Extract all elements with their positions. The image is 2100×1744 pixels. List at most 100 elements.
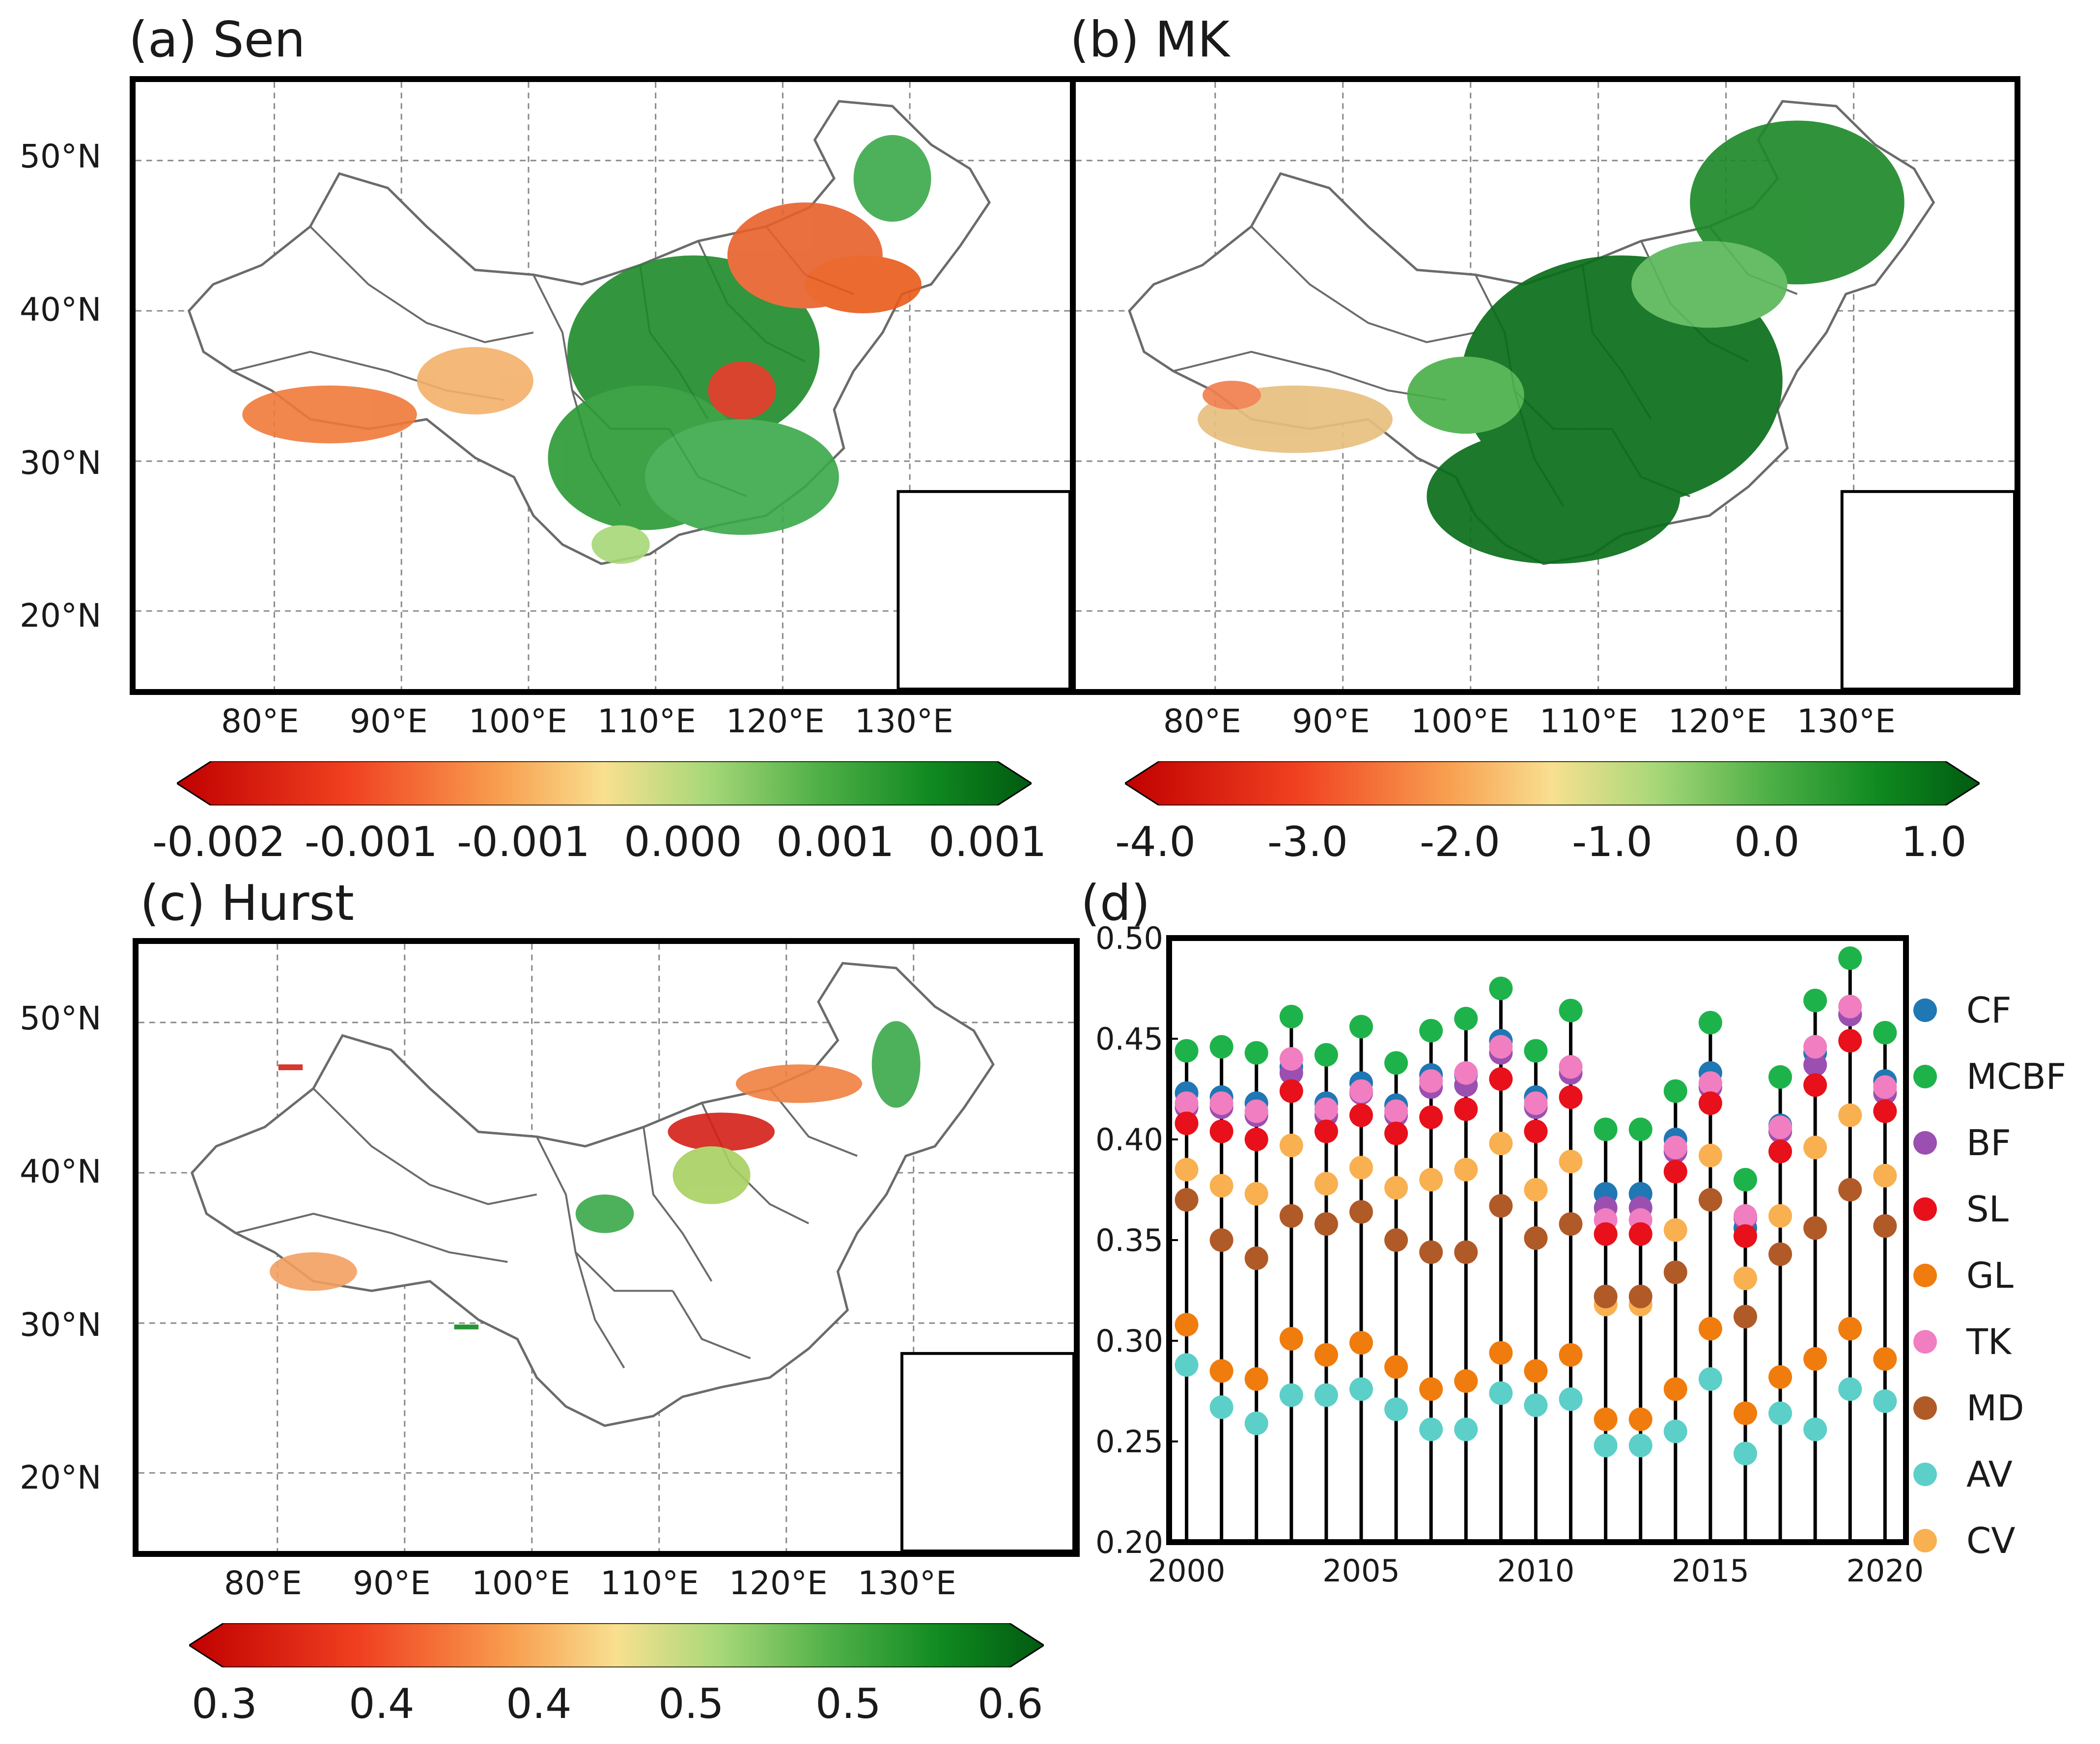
legend-dot-av xyxy=(1913,1463,1937,1486)
panel-a-lat-label-30: 30°N xyxy=(20,444,102,482)
ytick-label-0.50: 0.50 xyxy=(1095,923,1163,956)
point-tk-2003 xyxy=(1279,1047,1303,1071)
panel-b-lon-label-110: 110°E xyxy=(1540,702,1638,740)
panel-c-map-canvas xyxy=(139,944,1074,1551)
point-cv-2018 xyxy=(1803,1135,1827,1160)
point-tk-2000 xyxy=(1175,1091,1199,1115)
point-tk-2010 xyxy=(1524,1091,1548,1115)
panel-b-lon-label-90: 90°E xyxy=(1292,702,1370,740)
panel-c-lon-label-110: 110°E xyxy=(600,1564,699,1602)
point-av-2005 xyxy=(1349,1377,1373,1401)
point-av-2011 xyxy=(1559,1387,1583,1411)
panel-a-colorbar-tick-1: -0.001 xyxy=(305,818,438,866)
panel-a-lon-label-130: 130°E xyxy=(855,702,953,740)
legend-label-bf: BF xyxy=(1966,1122,2011,1163)
point-sl-2020 xyxy=(1873,1099,1897,1123)
point-md-2018 xyxy=(1803,1216,1827,1240)
legend-label-md: MD xyxy=(1966,1387,2024,1429)
legend-label-cf: CF xyxy=(1966,990,2012,1031)
point-gl-2018 xyxy=(1803,1347,1827,1371)
panel-a-lon-label-90: 90°E xyxy=(350,702,428,740)
ytick-label-0.40: 0.40 xyxy=(1095,1122,1163,1158)
point-mcbf-2004 xyxy=(1314,1043,1338,1067)
point-gl-2004 xyxy=(1314,1343,1338,1367)
point-md-2009 xyxy=(1489,1194,1513,1218)
panel-a-title: (a) Sen xyxy=(129,11,306,68)
point-gl-2013 xyxy=(1628,1407,1652,1431)
point-sl-2001 xyxy=(1209,1119,1233,1143)
panel-b-colorbar-tick-2: -2.0 xyxy=(1420,818,1500,866)
panel-a-colorbar-tick-2: -0.001 xyxy=(457,818,590,866)
point-tk-2016 xyxy=(1733,1204,1757,1228)
panel-b-colorbar-tick-1: -3.0 xyxy=(1267,818,1348,866)
point-md-2000 xyxy=(1175,1188,1199,1212)
panel-a-inset xyxy=(896,490,1070,689)
panel-a-map xyxy=(130,76,1076,695)
legend-item-md: MD xyxy=(1913,1387,2024,1429)
legend-dot-md xyxy=(1913,1396,1937,1420)
point-cv-2004 xyxy=(1314,1172,1338,1196)
panel-a-lon-label-110: 110°E xyxy=(597,702,696,740)
panel-b-colorbar-tick-5: 1.0 xyxy=(1901,818,1967,866)
ytick-label-0.25: 0.25 xyxy=(1095,1424,1163,1460)
panel-a-colorbar-tick-0: -0.002 xyxy=(152,818,285,866)
panel-a-colorbar-tick-4: 0.001 xyxy=(776,818,895,866)
point-tk-2007 xyxy=(1419,1069,1443,1093)
point-md-2012 xyxy=(1594,1284,1618,1308)
point-gl-2016 xyxy=(1733,1401,1757,1425)
point-mcbf-2011 xyxy=(1559,998,1583,1023)
panel-a-lat-label-40: 40°N xyxy=(20,291,102,329)
point-md-2004 xyxy=(1314,1212,1338,1236)
xtick-label-2005: 2005 xyxy=(1322,1553,1400,1589)
point-sl-2003 xyxy=(1279,1079,1303,1103)
legend-dot-bf xyxy=(1913,1131,1937,1155)
point-sl-2004 xyxy=(1314,1119,1338,1143)
panel-c-lon-label-100: 100°E xyxy=(472,1564,570,1602)
point-cv-2001 xyxy=(1209,1174,1233,1198)
point-av-2020 xyxy=(1873,1389,1897,1413)
point-sl-2015 xyxy=(1698,1091,1722,1115)
point-mcbf-2009 xyxy=(1489,976,1513,1000)
point-cv-2019 xyxy=(1838,1103,1862,1127)
xtick-label-2015: 2015 xyxy=(1672,1553,1749,1589)
point-gl-2003 xyxy=(1279,1327,1303,1351)
ytick-label-0.30: 0.30 xyxy=(1095,1323,1163,1359)
point-gl-2008 xyxy=(1454,1369,1478,1393)
panel-b-map-canvas xyxy=(1076,82,2015,689)
point-av-2015 xyxy=(1698,1367,1722,1391)
point-md-2006 xyxy=(1384,1228,1408,1252)
point-mcbf-2019 xyxy=(1838,946,1862,970)
panel-c-map xyxy=(133,938,1080,1557)
point-cv-2003 xyxy=(1279,1134,1303,1158)
panel-c-colorbar-tick-5: 0.6 xyxy=(978,1680,1043,1728)
point-cv-2016 xyxy=(1733,1266,1757,1290)
point-cv-2007 xyxy=(1419,1168,1443,1191)
panel-a-map-canvas xyxy=(136,82,1070,689)
panel-c-lat-label-20: 20°N xyxy=(20,1459,102,1496)
panel-b-title: (b) MK xyxy=(1070,11,1230,68)
panel-a-trend-pattern xyxy=(242,135,931,564)
point-md-2020 xyxy=(1873,1214,1897,1238)
provincial-borders xyxy=(235,1087,858,1369)
point-mcbf-2014 xyxy=(1663,1079,1687,1103)
point-cv-2014 xyxy=(1663,1218,1687,1242)
point-gl-2000 xyxy=(1175,1313,1199,1337)
point-sl-2009 xyxy=(1489,1067,1513,1091)
panel-b-trend-pattern xyxy=(1198,120,1904,564)
point-mcbf-2012 xyxy=(1594,1117,1618,1141)
panel-a-colorbar-tick-3: 0.000 xyxy=(624,818,742,866)
point-tk-2017 xyxy=(1768,1115,1792,1139)
point-sl-2012 xyxy=(1594,1222,1618,1246)
point-av-2002 xyxy=(1244,1412,1268,1436)
point-mcbf-2005 xyxy=(1349,1015,1373,1039)
point-sl-2007 xyxy=(1419,1105,1443,1129)
point-sl-2002 xyxy=(1244,1128,1268,1151)
point-av-2010 xyxy=(1524,1393,1548,1417)
point-sl-2018 xyxy=(1803,1073,1827,1097)
point-tk-2015 xyxy=(1698,1071,1722,1095)
point-md-2015 xyxy=(1698,1188,1722,1212)
legend-label-sl: SL xyxy=(1966,1189,2009,1230)
point-gl-2012 xyxy=(1594,1407,1618,1431)
point-md-2002 xyxy=(1244,1246,1268,1270)
point-cv-2011 xyxy=(1559,1150,1583,1174)
